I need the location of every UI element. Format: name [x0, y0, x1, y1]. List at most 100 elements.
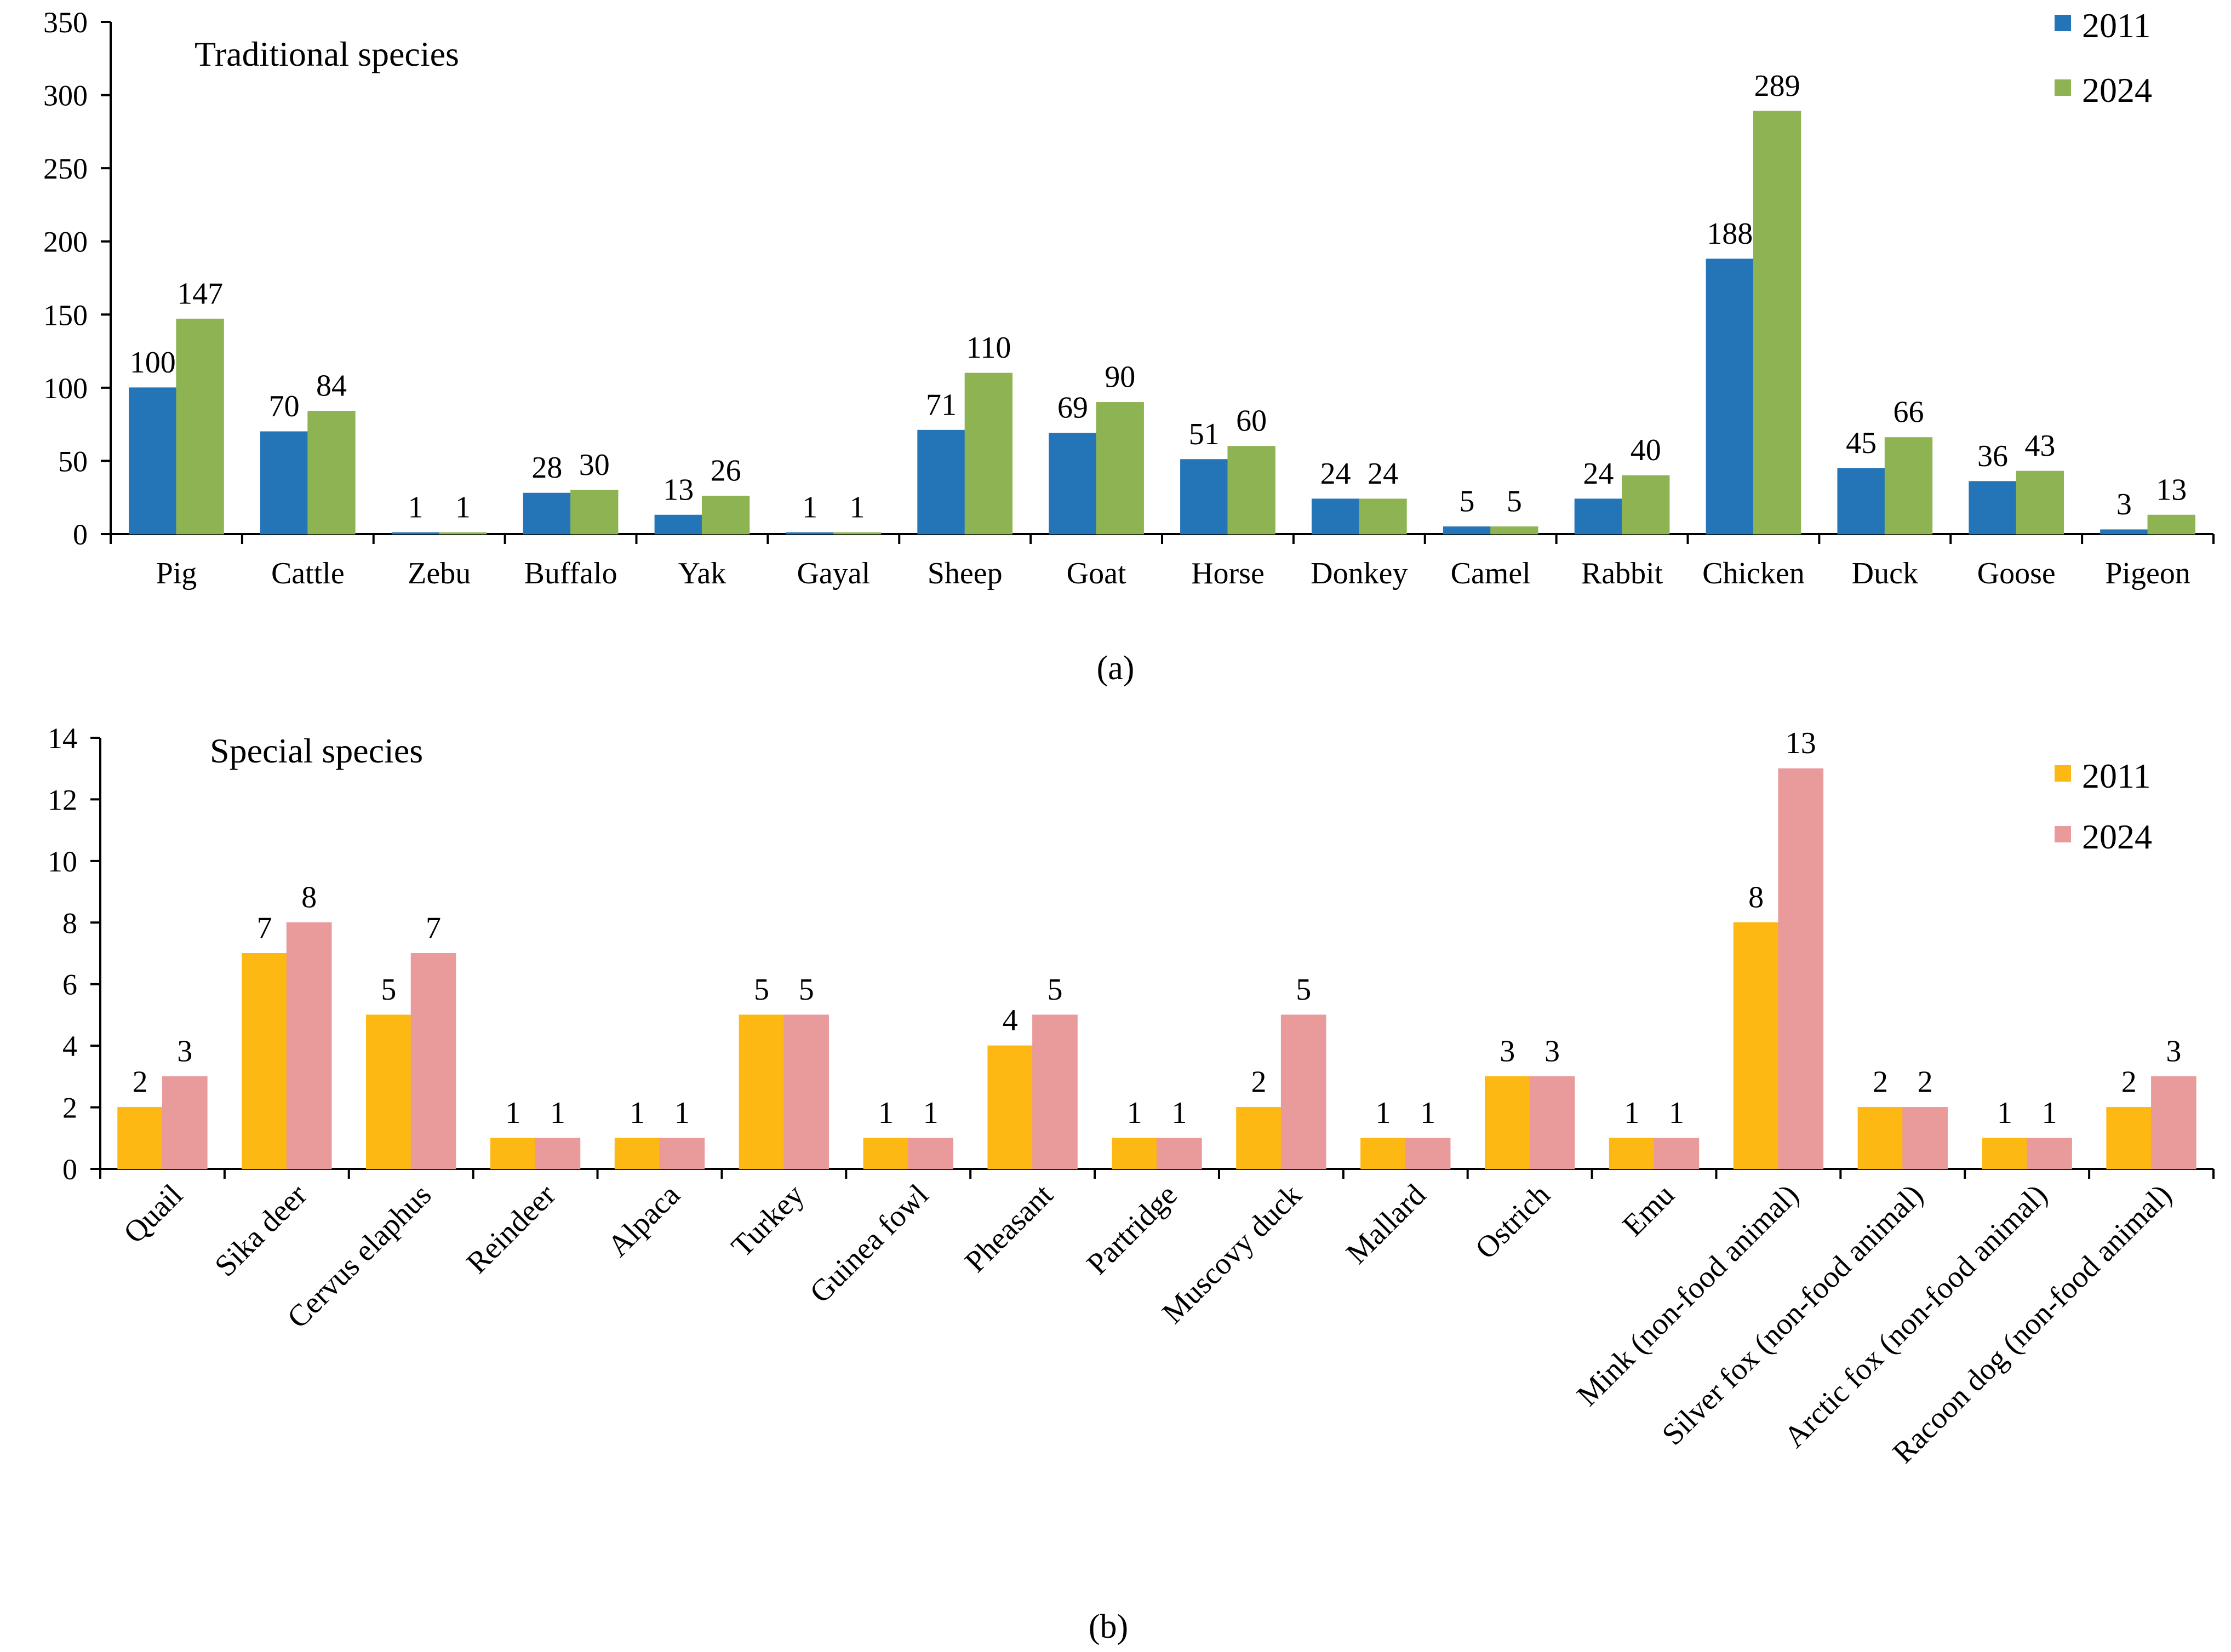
bar-a-2024	[1753, 111, 1801, 535]
category-label-a: Gayal	[797, 557, 870, 590]
data-label-a-2011: 36	[1977, 439, 2008, 473]
data-label-a-2011: 24	[1320, 457, 1351, 491]
bar-b-2011	[1733, 922, 1779, 1169]
data-label-a-2011: 3	[2116, 487, 2132, 521]
bar-a-2024	[1359, 498, 1407, 535]
bar-b-2024	[535, 1138, 581, 1169]
bar-a-2011	[129, 387, 177, 535]
legend-a-swatch-2011	[2055, 15, 2071, 31]
bar-a-2011	[654, 514, 702, 535]
data-label-a-2011: 28	[531, 451, 562, 485]
data-label-b-2024: 1	[674, 1096, 690, 1130]
data-label-a-2024: 90	[1105, 360, 1135, 394]
category-label-b: Arctic fox (non-food animal)	[1777, 1178, 2054, 1454]
data-label-a-2011: 69	[1057, 391, 1088, 425]
category-label-a: Chicken	[1702, 557, 1805, 590]
data-label-a-2011: 45	[1846, 426, 1877, 460]
category-label-a: Horse	[1191, 557, 1265, 590]
legend-b-swatch-2024	[2055, 826, 2071, 842]
bar-a-2011	[917, 429, 965, 535]
y-tick-label-a: 300	[43, 79, 88, 112]
category-label-b: Ostrich	[1469, 1178, 1557, 1265]
data-label-b-2011: 1	[1997, 1096, 2012, 1130]
bar-b-2024	[783, 1014, 830, 1169]
data-label-b-2024: 1	[923, 1096, 939, 1130]
data-label-b-2024: 3	[177, 1034, 192, 1068]
category-label-a: Pig	[156, 557, 197, 590]
bar-a-2024	[2147, 514, 2195, 535]
category-label-a: Sheep	[928, 557, 1003, 590]
data-label-a-2011: 24	[1583, 457, 1614, 491]
category-label-b: Silver fox (non-food animal)	[1656, 1178, 1930, 1452]
data-label-b-2011: 1	[630, 1096, 645, 1130]
bar-a-2011	[1311, 498, 1360, 535]
data-label-b-2011: 2	[1873, 1065, 1888, 1099]
bar-b-2024	[1405, 1138, 1451, 1169]
bar-a-2011	[391, 532, 440, 535]
data-label-b-2011: 7	[256, 911, 272, 945]
bar-a-2011	[1574, 498, 1623, 535]
bar-a-2011	[1969, 481, 2017, 535]
bar-b-2024	[1529, 1076, 1575, 1169]
category-label-b: Guinea fowl	[803, 1178, 935, 1310]
bar-b-2024	[1280, 1014, 1326, 1169]
bar-a-2011	[1706, 259, 1754, 535]
bar-b-2011	[366, 1014, 411, 1169]
bar-b-2024	[2151, 1076, 2196, 1169]
category-label-a: Goat	[1067, 557, 1126, 590]
bar-a-2024	[439, 532, 487, 535]
data-label-b-2024: 8	[301, 880, 317, 914]
data-label-b-2024: 1	[1669, 1096, 1684, 1130]
bar-a-2011	[1443, 526, 1491, 535]
bar-b-2024	[2027, 1138, 2072, 1169]
bar-a-2011	[1837, 468, 1885, 535]
legend-b-label-2024: 2024	[2082, 817, 2152, 856]
y-tick-label-a: 100	[43, 372, 88, 405]
bar-a-2011	[786, 532, 834, 535]
category-label-a: Duck	[1852, 557, 1918, 590]
data-label-b-2011: 4	[1003, 1003, 1018, 1037]
chart-a-title: Traditional species	[195, 35, 459, 73]
chart-b-caption: (b)	[1089, 1608, 1128, 1645]
data-label-a-2024: 13	[2156, 473, 2187, 507]
y-tick-label-b: 6	[62, 968, 77, 1001]
bar-b-2011	[1609, 1138, 1655, 1169]
y-tick-label-b: 4	[62, 1030, 77, 1063]
category-label-a: Zebu	[408, 557, 471, 590]
category-label-a: Donkey	[1311, 557, 1408, 590]
data-label-b-2011: 1	[505, 1096, 520, 1130]
bar-b-2011	[117, 1107, 163, 1169]
y-tick-label-a: 350	[43, 6, 88, 39]
data-label-a-2024: 66	[1893, 395, 1924, 429]
data-label-a-2024: 30	[579, 448, 610, 482]
category-label-a: Buffalo	[524, 557, 617, 590]
category-label-b: Pheasant	[958, 1178, 1060, 1279]
bar-b-2024	[1654, 1138, 1700, 1169]
chart-a-caption: (a)	[1097, 650, 1135, 687]
bar-a-2024	[2016, 471, 2064, 535]
bar-a-2024	[176, 318, 224, 535]
category-label-b: Partridge	[1080, 1178, 1184, 1281]
bar-b-2024	[410, 953, 456, 1169]
y-tick-label-b: 0	[62, 1153, 77, 1186]
data-label-a-2024: 289	[1754, 69, 1800, 103]
category-label-b: Alpaca	[601, 1178, 687, 1263]
y-tick-label-b: 14	[48, 722, 77, 755]
bar-b-2011	[614, 1138, 660, 1169]
bar-b-2024	[659, 1138, 705, 1169]
data-label-b-2024: 1	[550, 1096, 565, 1130]
data-label-a-2011: 13	[663, 473, 694, 507]
category-label-a: Pigeon	[2105, 557, 2190, 590]
category-label-b: Quail	[117, 1178, 190, 1250]
y-tick-label-a: 50	[58, 445, 88, 478]
bar-b-2011	[1982, 1138, 2028, 1169]
y-tick-label-b: 2	[62, 1092, 77, 1125]
category-label-a: Goose	[1977, 557, 2056, 590]
legend-b-swatch-2011	[2055, 765, 2071, 782]
bar-a-2011	[1180, 459, 1228, 535]
data-label-b-2024: 5	[799, 973, 814, 1007]
data-label-b-2024: 3	[1544, 1034, 1560, 1068]
data-label-a-2011: 1	[802, 490, 817, 524]
data-label-b-2011: 2	[1251, 1065, 1267, 1099]
